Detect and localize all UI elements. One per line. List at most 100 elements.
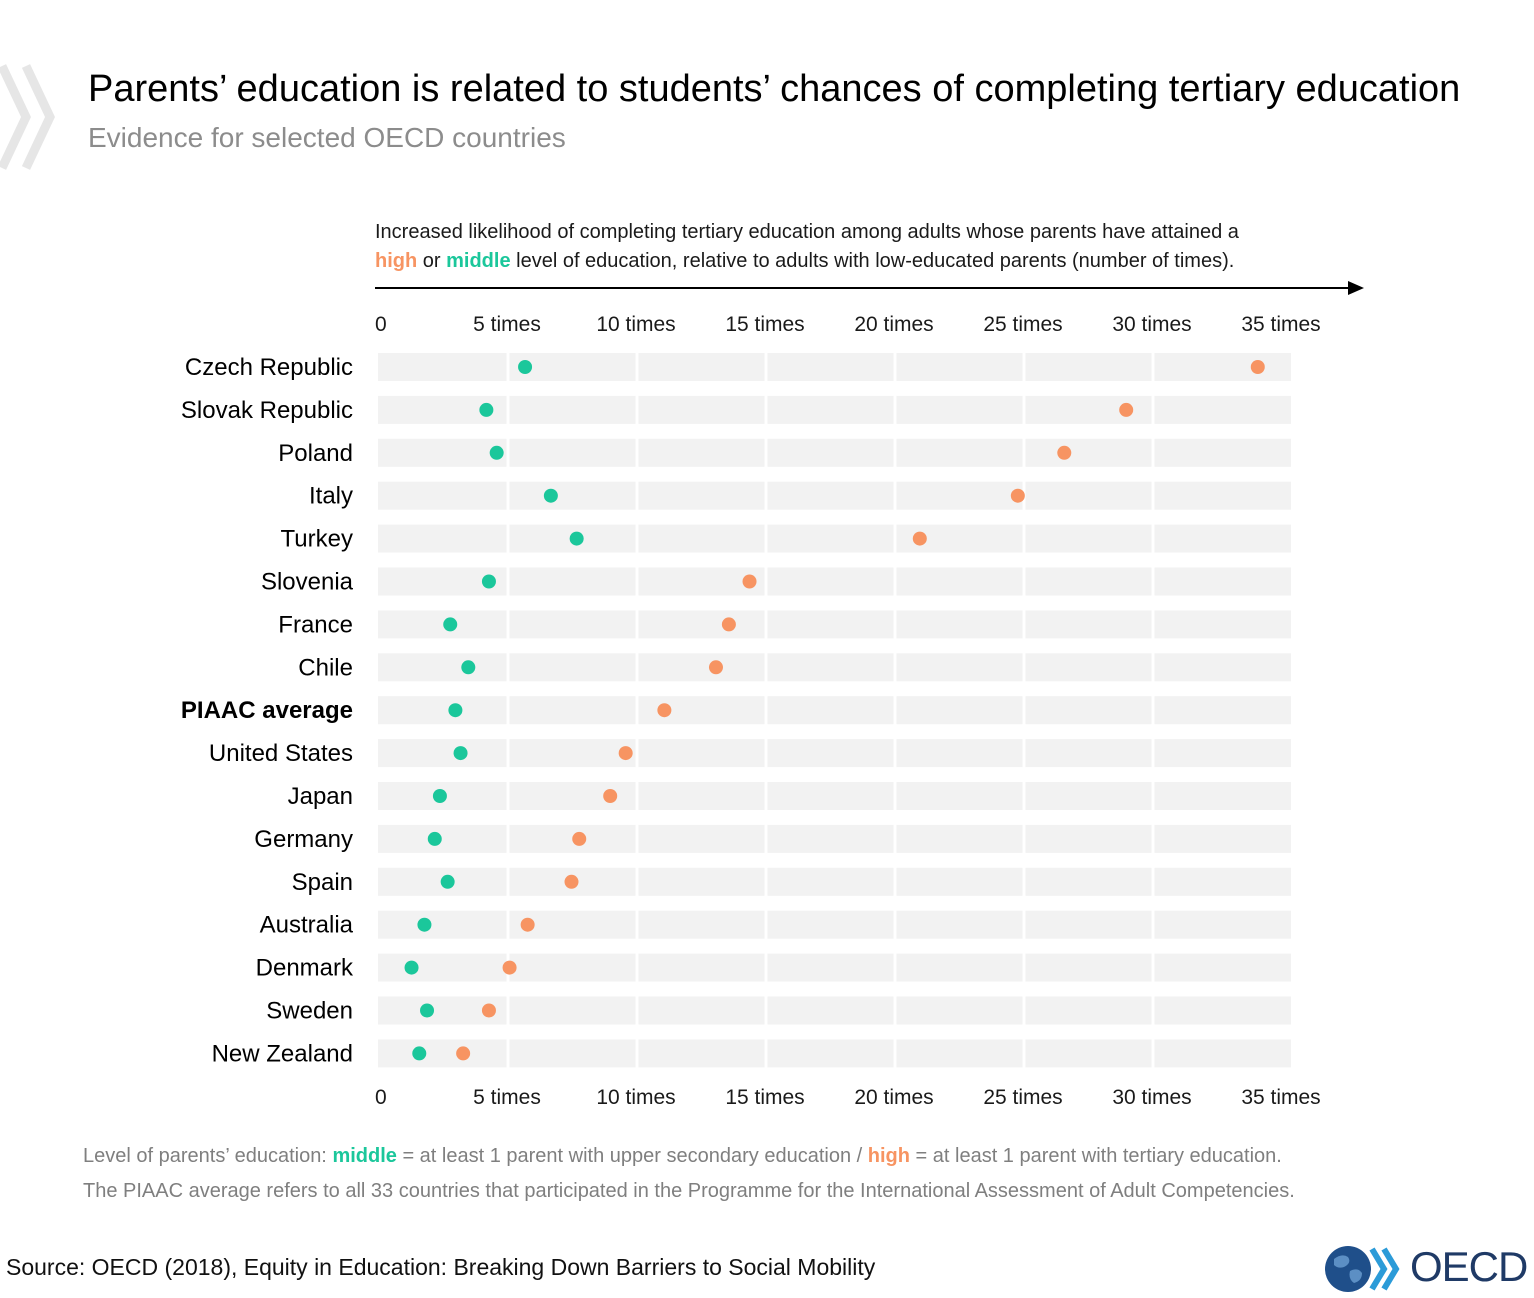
dot-plot-chart: Czech Republic Slovak Republic Poland Italy…	[181, 281, 1364, 1109]
footnote-levels: Level of parents’ education: middle = at…	[83, 1145, 1282, 1168]
row-band	[378, 395, 1291, 424]
data-point-middle	[489, 445, 504, 460]
category-label: France	[278, 611, 353, 638]
x-tick-label-bottom: 5 times	[473, 1086, 541, 1109]
data-point-high	[572, 831, 587, 846]
row-band	[378, 996, 1291, 1025]
data-point-high	[481, 1003, 496, 1018]
data-point-middle	[427, 831, 442, 846]
x-tick-label-bottom: 20 times	[854, 1086, 933, 1109]
data-point-high	[1057, 445, 1072, 460]
data-point-middle	[417, 917, 432, 932]
category-label: Poland	[278, 440, 353, 467]
axis-description-or: or	[417, 250, 447, 272]
x-tick-label-bottom: 30 times	[1112, 1086, 1191, 1109]
row-band	[378, 824, 1291, 853]
row-band	[378, 953, 1291, 982]
axis-description-high: high	[375, 250, 418, 272]
x-tick-label-top: 20 times	[854, 313, 933, 336]
data-point-high	[456, 1046, 471, 1061]
row-band	[378, 610, 1291, 639]
data-point-middle	[443, 617, 458, 632]
data-point-middle	[432, 789, 447, 803]
category-label: Spain	[292, 869, 353, 896]
category-label: Slovak Republic	[181, 397, 353, 424]
row-band	[378, 481, 1291, 510]
data-point-middle	[569, 531, 584, 546]
oecd-logo: OECD	[1324, 1241, 1530, 1297]
data-point-middle	[481, 574, 496, 589]
data-point-high	[657, 703, 672, 718]
data-point-middle	[412, 1046, 427, 1061]
category-label: New Zealand	[212, 1040, 353, 1067]
data-point-middle	[518, 360, 533, 374]
data-point-middle	[448, 703, 463, 718]
globe-icon	[1325, 1246, 1400, 1292]
category-label: Turkey	[281, 526, 353, 553]
x-tick-label-top: 15 times	[725, 313, 804, 336]
row-band	[378, 567, 1291, 596]
data-point-middle	[543, 488, 558, 503]
data-point-middle	[440, 874, 455, 889]
category-label: Japan	[288, 783, 353, 810]
axis-description: Increased likelihood of completing terti…	[375, 218, 1239, 276]
x-tick-label-bottom: 0	[375, 1086, 387, 1109]
x-tick-label-bottom: 15 times	[725, 1086, 804, 1109]
category-label: Slovenia	[261, 569, 354, 596]
category-label: Italy	[309, 483, 353, 510]
axis-description-middle: middle	[446, 250, 511, 272]
axis-description-rest: level of education, relative to adults w…	[510, 250, 1235, 272]
x-tick-label-top: 10 times	[596, 313, 675, 336]
category-label: Australia	[260, 912, 354, 939]
data-point-middle	[479, 402, 494, 417]
data-point-middle	[461, 660, 476, 675]
oecd-chevrons-icon	[0, 64, 55, 170]
data-point-middle	[453, 746, 468, 761]
category-label: Czech Republic	[185, 354, 353, 381]
category-label: Chile	[298, 654, 353, 681]
axis-arrow-head	[1348, 281, 1364, 295]
category-label: PIAAC average	[181, 697, 353, 724]
x-tick-label-top: 25 times	[983, 313, 1062, 336]
category-label: Germany	[254, 826, 353, 853]
axis-description-line1: Increased likelihood of completing terti…	[375, 221, 1239, 243]
axis-description-line2: high or middle level of education, relat…	[375, 247, 1239, 276]
chart-subtitle: Evidence for selected OECD countries	[88, 122, 566, 153]
chart-title: Parents’ education is related to student…	[88, 68, 1461, 110]
x-tick-label-top: 0	[375, 313, 387, 336]
row-band	[378, 696, 1291, 725]
row-band	[378, 653, 1291, 682]
footnote-high: high	[867, 1145, 910, 1167]
category-label: Denmark	[256, 955, 354, 982]
row-band	[378, 782, 1291, 810]
data-point-high	[708, 660, 723, 675]
data-point-high	[1119, 402, 1134, 417]
data-point-high	[618, 746, 633, 761]
x-tick-label-bottom: 10 times	[596, 1086, 675, 1109]
source-note: Source: OECD (2018), Equity in Education…	[6, 1254, 876, 1280]
row-band	[378, 739, 1291, 768]
footnote-high-def: = at least 1 parent with tertiary educat…	[909, 1145, 1282, 1167]
data-point-high	[1250, 360, 1265, 374]
oecd-logo-text: OECD	[1410, 1243, 1528, 1290]
data-point-high	[1010, 488, 1025, 503]
footnote-piaac: The PIAAC average refers to all 33 count…	[83, 1180, 1295, 1202]
row-band	[378, 867, 1291, 896]
category-label: United States	[209, 740, 353, 767]
x-tick-label-top: 30 times	[1112, 313, 1191, 336]
footnote-levels-prefix: Level of parents’ education:	[83, 1145, 333, 1167]
data-point-high	[912, 531, 927, 546]
data-point-middle	[420, 1003, 435, 1018]
x-tick-label-bottom: 35 times	[1241, 1086, 1320, 1109]
data-point-high	[721, 617, 736, 632]
row-band	[378, 438, 1291, 467]
data-point-high	[603, 789, 618, 803]
category-label: Sweden	[266, 998, 353, 1025]
row-band	[378, 1039, 1291, 1068]
footnote-middle: middle	[332, 1145, 397, 1167]
footnote-middle-def: = at least 1 parent with upper secondary…	[396, 1145, 868, 1167]
row-band	[378, 524, 1291, 553]
x-tick-label-top: 5 times	[473, 313, 541, 336]
data-point-high	[502, 960, 517, 975]
data-point-high	[520, 917, 535, 932]
